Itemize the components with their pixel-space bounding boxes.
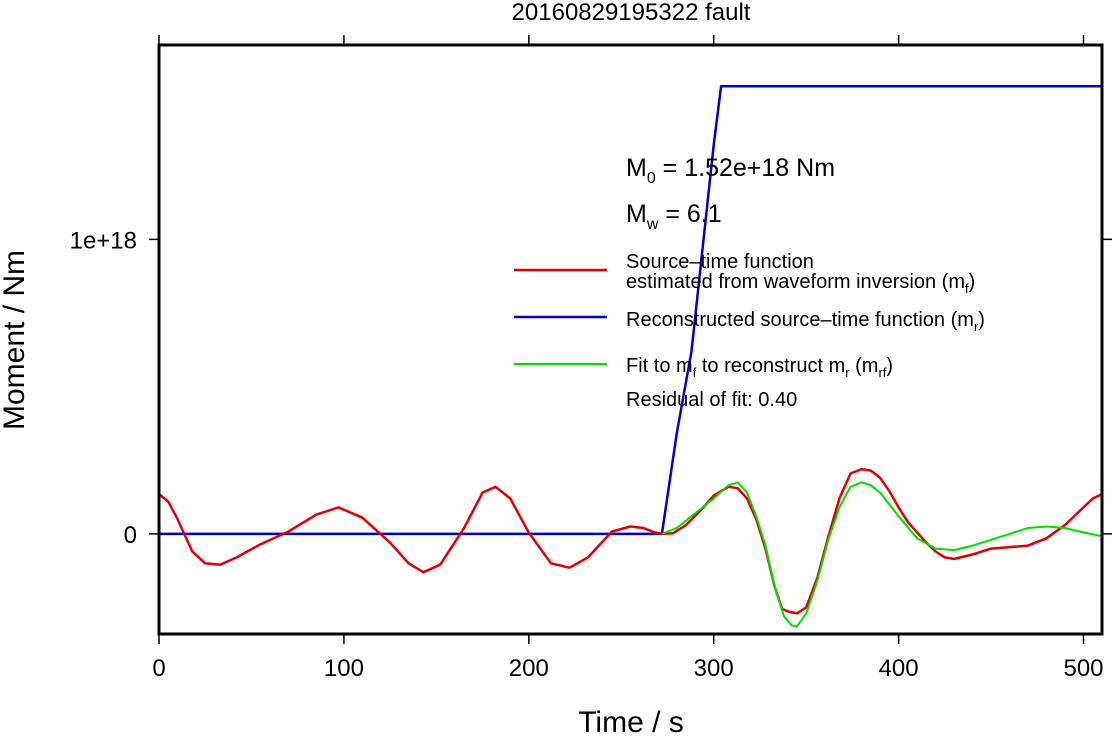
y-axis-label: Moment / Nm <box>0 250 31 430</box>
series-line-mf <box>158 467 1103 615</box>
x-tick-label: 400 <box>879 655 919 682</box>
annotations: M0 = 1.52e+18 Nm Mw = 6.1 Residual of fi… <box>626 154 835 411</box>
x-tick-label: 100 <box>324 655 364 682</box>
residual-annotation: Residual of fit: 0.40 <box>626 389 797 411</box>
x-tick-label: 0 <box>152 655 165 682</box>
y-tick-label: 0 <box>124 522 137 549</box>
y-tick-label: 1e+18 <box>70 227 137 254</box>
data-curves <box>158 84 1103 628</box>
x-tick-label: 300 <box>694 655 734 682</box>
legend-label-mrf: Fit to mf to reconstruct mr (mrf) <box>626 355 893 380</box>
series-line-mrf <box>661 481 1103 628</box>
legend-label-mf-line1: Source–time function <box>626 251 814 273</box>
x-tick-label: 500 <box>1063 655 1103 682</box>
m0-annotation: M0 = 1.52e+18 Nm <box>626 154 835 187</box>
x-axis-ticks: 0 100 200 300 400 500 <box>152 35 1104 682</box>
legend-label-mr: Reconstructed source–time function (mr) <box>626 309 985 334</box>
x-tick-label: 200 <box>509 655 549 682</box>
plot-frame <box>157 43 1104 636</box>
y-axis-ticks: 0 1e+18 <box>70 227 1112 549</box>
chart-title: 20160829195322 fault <box>512 0 751 26</box>
x-axis-label: Time / s <box>578 706 684 736</box>
legend-label-mf-line2: estimated from waveform inversion (mf) <box>626 271 975 296</box>
legend: Source–time function estimated from wave… <box>514 251 985 380</box>
mw-annotation: Mw = 6.1 <box>626 200 722 233</box>
